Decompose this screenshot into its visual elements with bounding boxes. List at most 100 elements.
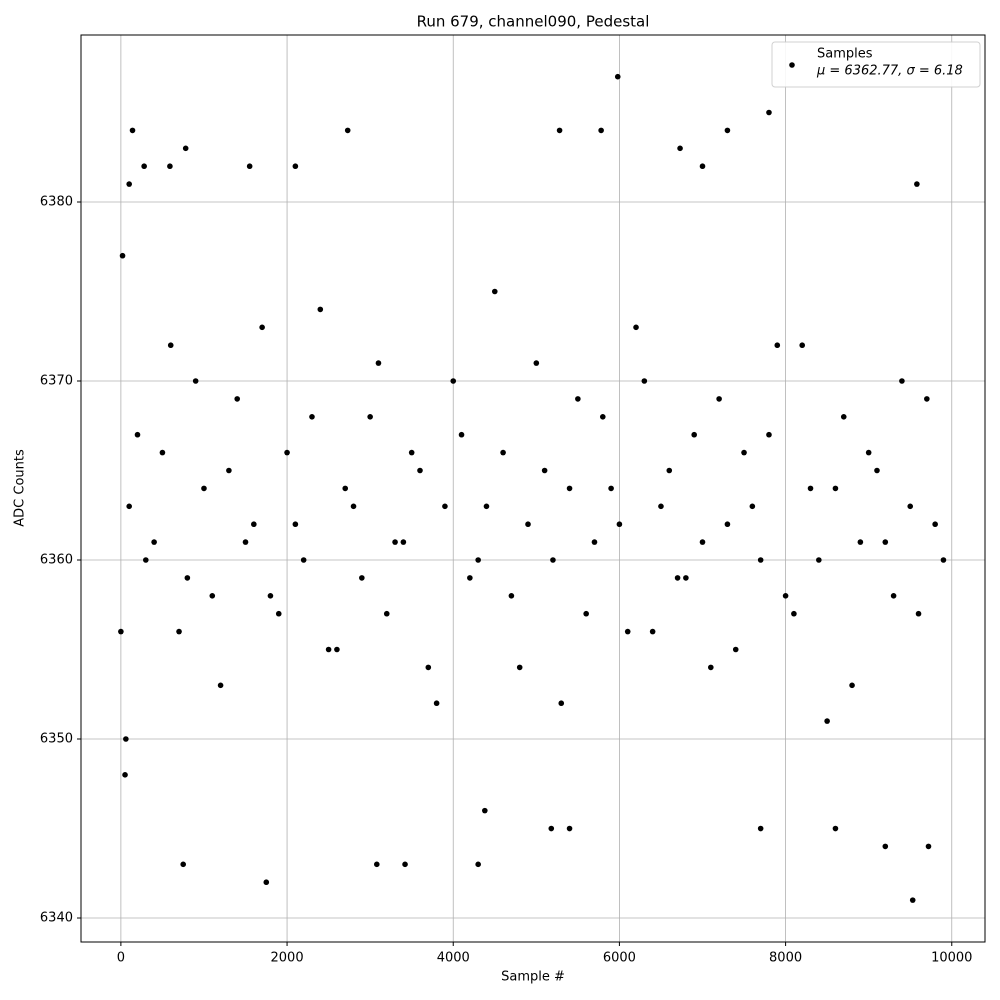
point [119, 252, 126, 259]
point [408, 449, 415, 456]
x-tick-label: 10000 [931, 951, 972, 966]
point [342, 485, 349, 492]
y-tick-label: 6360 [40, 553, 73, 568]
point [691, 431, 697, 438]
point [915, 610, 922, 617]
point [402, 861, 408, 868]
point [724, 127, 731, 134]
point [614, 73, 621, 80]
point [167, 163, 173, 170]
point [392, 539, 398, 545]
point [641, 378, 648, 384]
point [909, 897, 916, 903]
point [732, 646, 739, 653]
plot-frame [80, 34, 986, 943]
point [924, 396, 930, 402]
point [774, 342, 781, 349]
point [292, 163, 299, 170]
point [882, 843, 889, 850]
point [467, 575, 473, 581]
point [182, 145, 189, 152]
point [375, 360, 382, 366]
point [500, 449, 506, 456]
point [633, 324, 639, 331]
point [425, 664, 432, 671]
point [508, 593, 515, 599]
point [677, 145, 683, 152]
point [359, 575, 365, 581]
point [267, 593, 274, 599]
y-tick-label: 6340 [40, 911, 73, 926]
point [123, 736, 129, 742]
point [556, 127, 563, 134]
point [383, 610, 390, 617]
point [874, 467, 880, 474]
legend-box [771, 41, 981, 88]
point [741, 449, 747, 456]
point [325, 646, 332, 653]
point [159, 449, 166, 456]
point [674, 575, 681, 581]
point [849, 682, 855, 689]
point [824, 718, 830, 724]
point [263, 879, 270, 886]
x-tick-label: 8000 [769, 951, 802, 966]
point [914, 181, 920, 187]
y-tick-label: 6380 [40, 195, 73, 210]
y-tick-label: 6370 [40, 374, 73, 389]
point [300, 557, 307, 563]
point [666, 467, 673, 474]
point [624, 628, 631, 635]
point [433, 700, 440, 707]
point [816, 557, 822, 563]
y-axis-label: ADC Counts [13, 449, 28, 527]
point [417, 467, 423, 474]
point [766, 431, 772, 438]
point [491, 288, 498, 295]
point [832, 485, 839, 492]
point [683, 575, 689, 581]
point [791, 610, 797, 617]
point [533, 360, 540, 366]
point [482, 807, 488, 814]
legend-note: μ = 6362.77, σ = 6.18 [816, 64, 963, 79]
x-axis-label: Sample # [501, 970, 565, 985]
point [558, 700, 565, 707]
point [118, 628, 124, 635]
point [882, 539, 889, 545]
point [940, 557, 947, 563]
point [807, 485, 814, 492]
point [724, 521, 731, 528]
point [658, 503, 664, 510]
point [201, 485, 207, 492]
point [932, 521, 938, 528]
point [251, 521, 257, 528]
point [458, 431, 465, 438]
point [649, 628, 656, 635]
point [782, 593, 789, 599]
point [292, 521, 299, 528]
x-tick-label: 6000 [603, 951, 636, 966]
point [442, 503, 448, 510]
point [799, 342, 806, 349]
point [749, 503, 756, 510]
point [151, 539, 157, 545]
point [450, 378, 457, 384]
point [284, 449, 290, 456]
point [583, 610, 589, 617]
point [180, 861, 186, 868]
point [217, 682, 224, 689]
point [317, 306, 324, 313]
point [184, 575, 191, 581]
chart-title: Run 679, channel090, Pedestal [417, 13, 650, 31]
point [525, 521, 531, 528]
point [176, 628, 182, 635]
point [616, 521, 623, 528]
point [373, 861, 380, 868]
point [599, 414, 606, 420]
point [209, 593, 216, 599]
point [716, 396, 722, 402]
point [757, 557, 764, 563]
